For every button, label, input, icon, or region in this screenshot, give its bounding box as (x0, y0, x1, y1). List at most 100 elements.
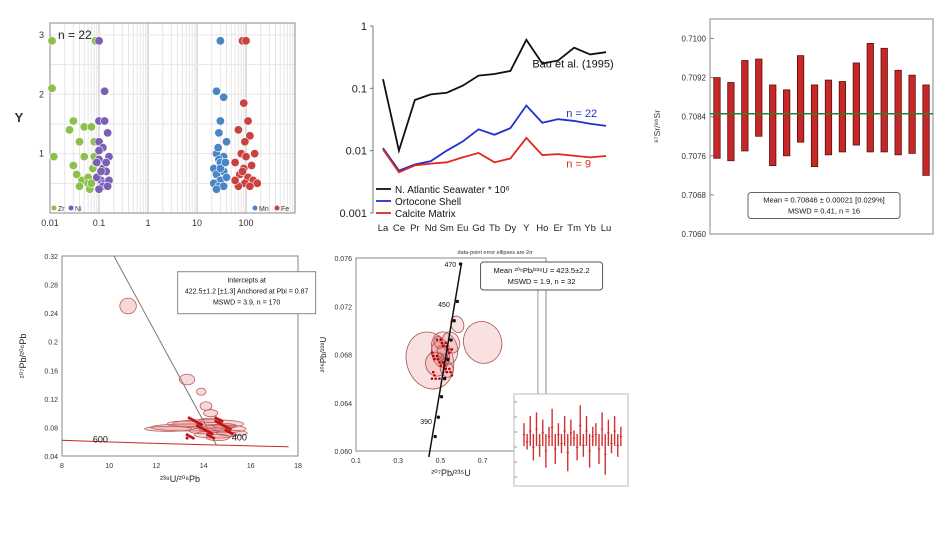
data-point-fe (241, 152, 251, 162)
error-bar (755, 58, 763, 137)
data-point (435, 354, 439, 358)
error-bar (783, 89, 791, 157)
y-tick-label: 0.072 (334, 304, 352, 311)
y-tick-label: 0.16 (44, 368, 58, 375)
x-tick-label: 12 (153, 463, 161, 470)
sr-isotope-bar-chart: 0.7100 0.7092 0.7084 0.7076 0.7068 0.7060 ⁸⁷Sr… (652, 18, 934, 239)
data-point (228, 427, 232, 431)
data-point-mn (215, 116, 225, 126)
n-annotation: n = 22 (58, 28, 92, 42)
data-point (450, 348, 454, 351)
stats-mswd-text: MSWD = 0.41, n = 16 (788, 206, 860, 215)
legend-label: Ortocone Shell (395, 197, 461, 208)
data-point-zr (72, 169, 82, 179)
data-point-mn (211, 184, 221, 194)
y-axis-label: Y (15, 110, 24, 125)
stats-box: Mean ²⁰⁶Pb/²³⁸U = 423.5±2.2 MSWD = 1.9, n… (480, 261, 604, 291)
annotation-n9: n = 9 (566, 159, 591, 171)
ellipse-note: data-point error ellipses are 2σ (458, 250, 534, 256)
y-tick-label: 3 (39, 30, 44, 40)
concordia-curve (61, 439, 289, 448)
data-point (448, 351, 451, 354)
stats-box-frame (177, 271, 317, 315)
x-tick-label: 10 (105, 463, 113, 470)
y-tick-label: 1 (39, 149, 44, 159)
data-point (191, 436, 195, 440)
data-point-zr (86, 178, 96, 188)
x-tick-label: Er (553, 223, 563, 234)
data-point (433, 374, 436, 377)
stats-line-1: Mean ²⁰⁶Pb/²³⁸U = 423.5±2.2 (493, 266, 589, 275)
trace-element-scatter-chart: 1 2 3 0.01 0.1 1 10 100 Yn = 22 Zr Ni Mn Fe (15, 22, 296, 228)
x-tick-label: 0.01 (41, 218, 59, 228)
x-tick-label: 0.3 (393, 458, 403, 465)
y-tick-label: 0.12 (44, 397, 58, 404)
data-point-zr (47, 36, 57, 46)
y-axis-label: ²⁰⁶Pb/²³⁸U (319, 336, 328, 372)
error-bar (866, 43, 874, 153)
legend-marker-zr (51, 205, 57, 211)
data-point (430, 351, 434, 354)
error-bar (741, 60, 749, 152)
data-point-fe (245, 181, 255, 191)
data-point (199, 423, 203, 427)
y-axis-label: ²⁰⁷Pb/²⁰⁶Pb (18, 334, 28, 379)
panel-sr-isotopes: 0.7100 0.7092 0.7084 0.7076 0.7068 0.7060 ⁸⁷Sr… (648, 14, 938, 240)
x-tick-label: 0.7 (478, 458, 488, 465)
error-bar (713, 77, 721, 159)
age-label-400: 400 (232, 433, 247, 443)
x-tick-label: Ho (536, 223, 548, 234)
x-tick-label: La (378, 223, 389, 234)
data-point-mn (222, 172, 232, 182)
legend-marker-ni (68, 205, 74, 211)
data-point (230, 432, 234, 436)
x-tick-label: Tb (489, 223, 500, 234)
error-ellipse (463, 321, 503, 364)
data-point-mn (213, 143, 223, 153)
error-ellipse (179, 373, 196, 386)
concordia-tick (452, 319, 456, 323)
data-point-zr (68, 161, 78, 171)
y-tick-label: 0.1 (352, 83, 367, 95)
panel-concordia: 0.0600.0640.0680.0720.0760.10.30.50.70.9… (316, 246, 634, 496)
plot-frame (61, 255, 299, 457)
stats-mean-text: Mean = 0.70846 ± 0.00021 [0.029%] (763, 195, 885, 204)
concordia-tick (442, 376, 447, 381)
y-tick-label: 0.7100 (682, 35, 707, 44)
data-point (220, 419, 224, 423)
concordia-tick (433, 434, 437, 439)
data-point-mn (220, 158, 230, 168)
concordia-tick (458, 262, 463, 266)
error-bar (880, 47, 888, 153)
error-ellipse (199, 401, 213, 411)
data-point (439, 338, 442, 341)
tera-wasserburg-chart: 0.04 0.08 0.12 0.16 0.2 0.24 0.28 0.32 8 10 12 14 16… (18, 254, 317, 484)
x-tick-label: 14 (200, 463, 208, 470)
x-tick-label: Ce (393, 223, 405, 234)
data-point (450, 374, 454, 377)
x-tick-label: Tm (567, 223, 581, 234)
data-point (448, 367, 451, 371)
data-point (440, 341, 444, 345)
series-line-calcite (382, 136, 607, 174)
error-bar (824, 79, 833, 156)
x-tick-label: Pr (410, 223, 420, 234)
data-point-fe (250, 149, 260, 159)
plot-frame (355, 257, 547, 452)
stats-line-2: 422.5±1.2 [±1.3] Anchored at Pbi = 0.87 (185, 289, 309, 296)
stats-line-2: MSWD = 1.9, n = 32 (508, 277, 576, 286)
y-tick-label: 2 (39, 89, 44, 99)
data-point-zr (75, 181, 85, 191)
error-bar (922, 84, 930, 176)
data-point-mn (214, 128, 224, 138)
y-tick-label: 0.060 (334, 449, 352, 456)
annotation-bau: Bau et al. (1995) (532, 58, 613, 70)
y-tick-label: 0.7060 (682, 230, 707, 239)
data-point (438, 361, 441, 364)
legend-right: Mn Fe (252, 205, 289, 213)
x-tick-label: 0.5 (436, 458, 446, 465)
data-point-ni (101, 158, 111, 168)
error-ellipse (144, 425, 193, 432)
data-point-fe (240, 137, 250, 147)
data-point-fe (245, 131, 255, 141)
